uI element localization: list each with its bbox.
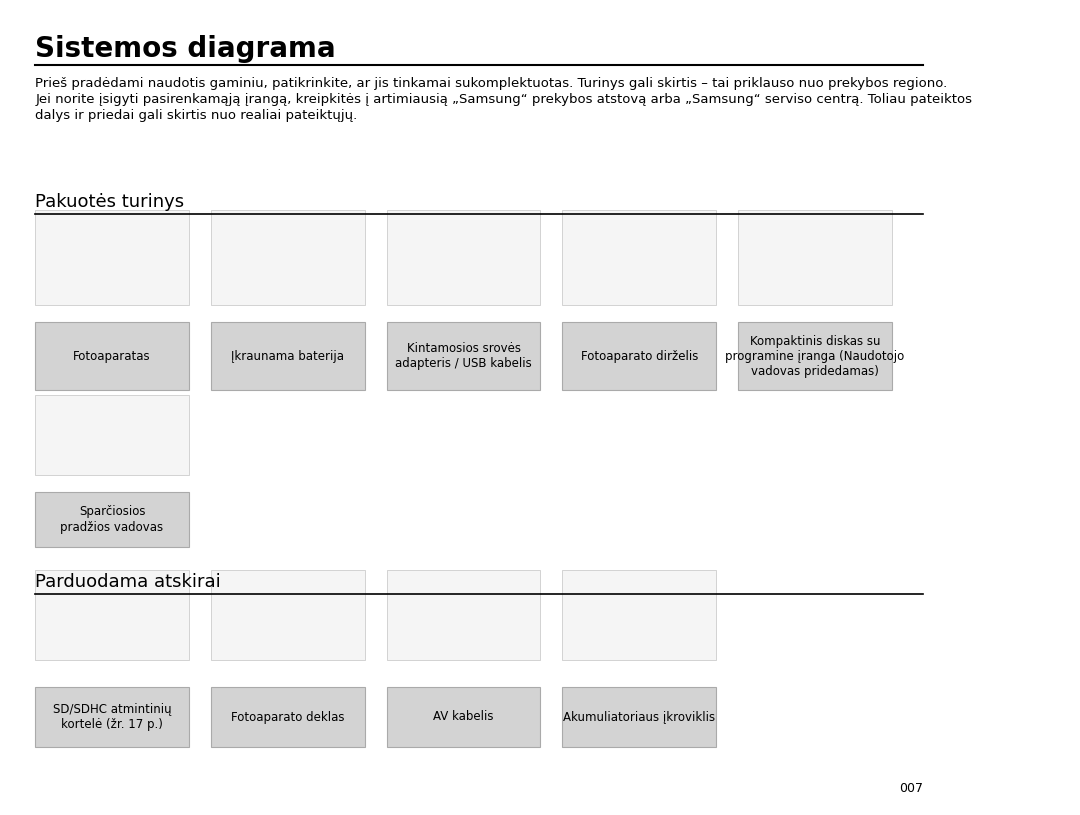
FancyBboxPatch shape (211, 687, 365, 747)
FancyBboxPatch shape (563, 570, 716, 660)
FancyBboxPatch shape (36, 210, 189, 305)
FancyBboxPatch shape (738, 322, 892, 390)
FancyBboxPatch shape (36, 570, 189, 660)
Text: Akumuliatoriaus įkroviklis: Akumuliatoriaus įkroviklis (563, 711, 715, 724)
FancyBboxPatch shape (387, 570, 540, 660)
FancyBboxPatch shape (36, 395, 189, 475)
Text: dalys ir priedai gali skirtis nuo realiai pateiktųjų.: dalys ir priedai gali skirtis nuo realia… (36, 109, 357, 122)
FancyBboxPatch shape (563, 687, 716, 747)
Text: Parduodama atskirai: Parduodama atskirai (36, 573, 221, 591)
Text: Fotoaparato deklas: Fotoaparato deklas (231, 711, 345, 724)
Text: Fotoaparato dirželis: Fotoaparato dirželis (581, 350, 698, 363)
FancyBboxPatch shape (387, 322, 540, 390)
Text: Kintamosios srovės
adapteris / USB kabelis: Kintamosios srovės adapteris / USB kabel… (395, 342, 531, 370)
Text: SD/SDHC atmintinių
kortelė (žr. 17 p.): SD/SDHC atmintinių kortelė (žr. 17 p.) (53, 703, 172, 731)
FancyBboxPatch shape (387, 687, 540, 747)
Text: Jei norite įsigyti pasirenkamąją įrangą, kreipkitės į artimiausią „Samsung“ prek: Jei norite įsigyti pasirenkamąją įrangą,… (36, 93, 972, 106)
FancyBboxPatch shape (563, 210, 716, 305)
Text: AV kabelis: AV kabelis (433, 711, 494, 724)
Text: Įkraunama baterija: Įkraunama baterija (231, 350, 345, 363)
FancyBboxPatch shape (36, 492, 189, 547)
FancyBboxPatch shape (36, 322, 189, 390)
Text: Kompaktinis diskas su
programine įranga (Naudotojo
vadovas pridedamas): Kompaktinis diskas su programine įranga … (726, 334, 905, 377)
FancyBboxPatch shape (36, 687, 189, 747)
Text: Sistemos diagrama: Sistemos diagrama (36, 35, 336, 63)
FancyBboxPatch shape (738, 210, 892, 305)
FancyBboxPatch shape (211, 570, 365, 660)
FancyBboxPatch shape (211, 210, 365, 305)
FancyBboxPatch shape (387, 210, 540, 305)
Text: 007: 007 (899, 782, 922, 795)
FancyBboxPatch shape (563, 322, 716, 390)
Text: Pakuotės turinys: Pakuotės turinys (36, 193, 185, 211)
Text: Prieš pradėdami naudotis gaminiu, patikrinkite, ar jis tinkamai sukomplektuotas.: Prieš pradėdami naudotis gaminiu, patikr… (36, 77, 947, 90)
Text: Fotoaparatas: Fotoaparatas (73, 350, 151, 363)
Text: Sparčiosios
pradžios vadovas: Sparčiosios pradžios vadovas (60, 505, 163, 534)
FancyBboxPatch shape (211, 322, 365, 390)
